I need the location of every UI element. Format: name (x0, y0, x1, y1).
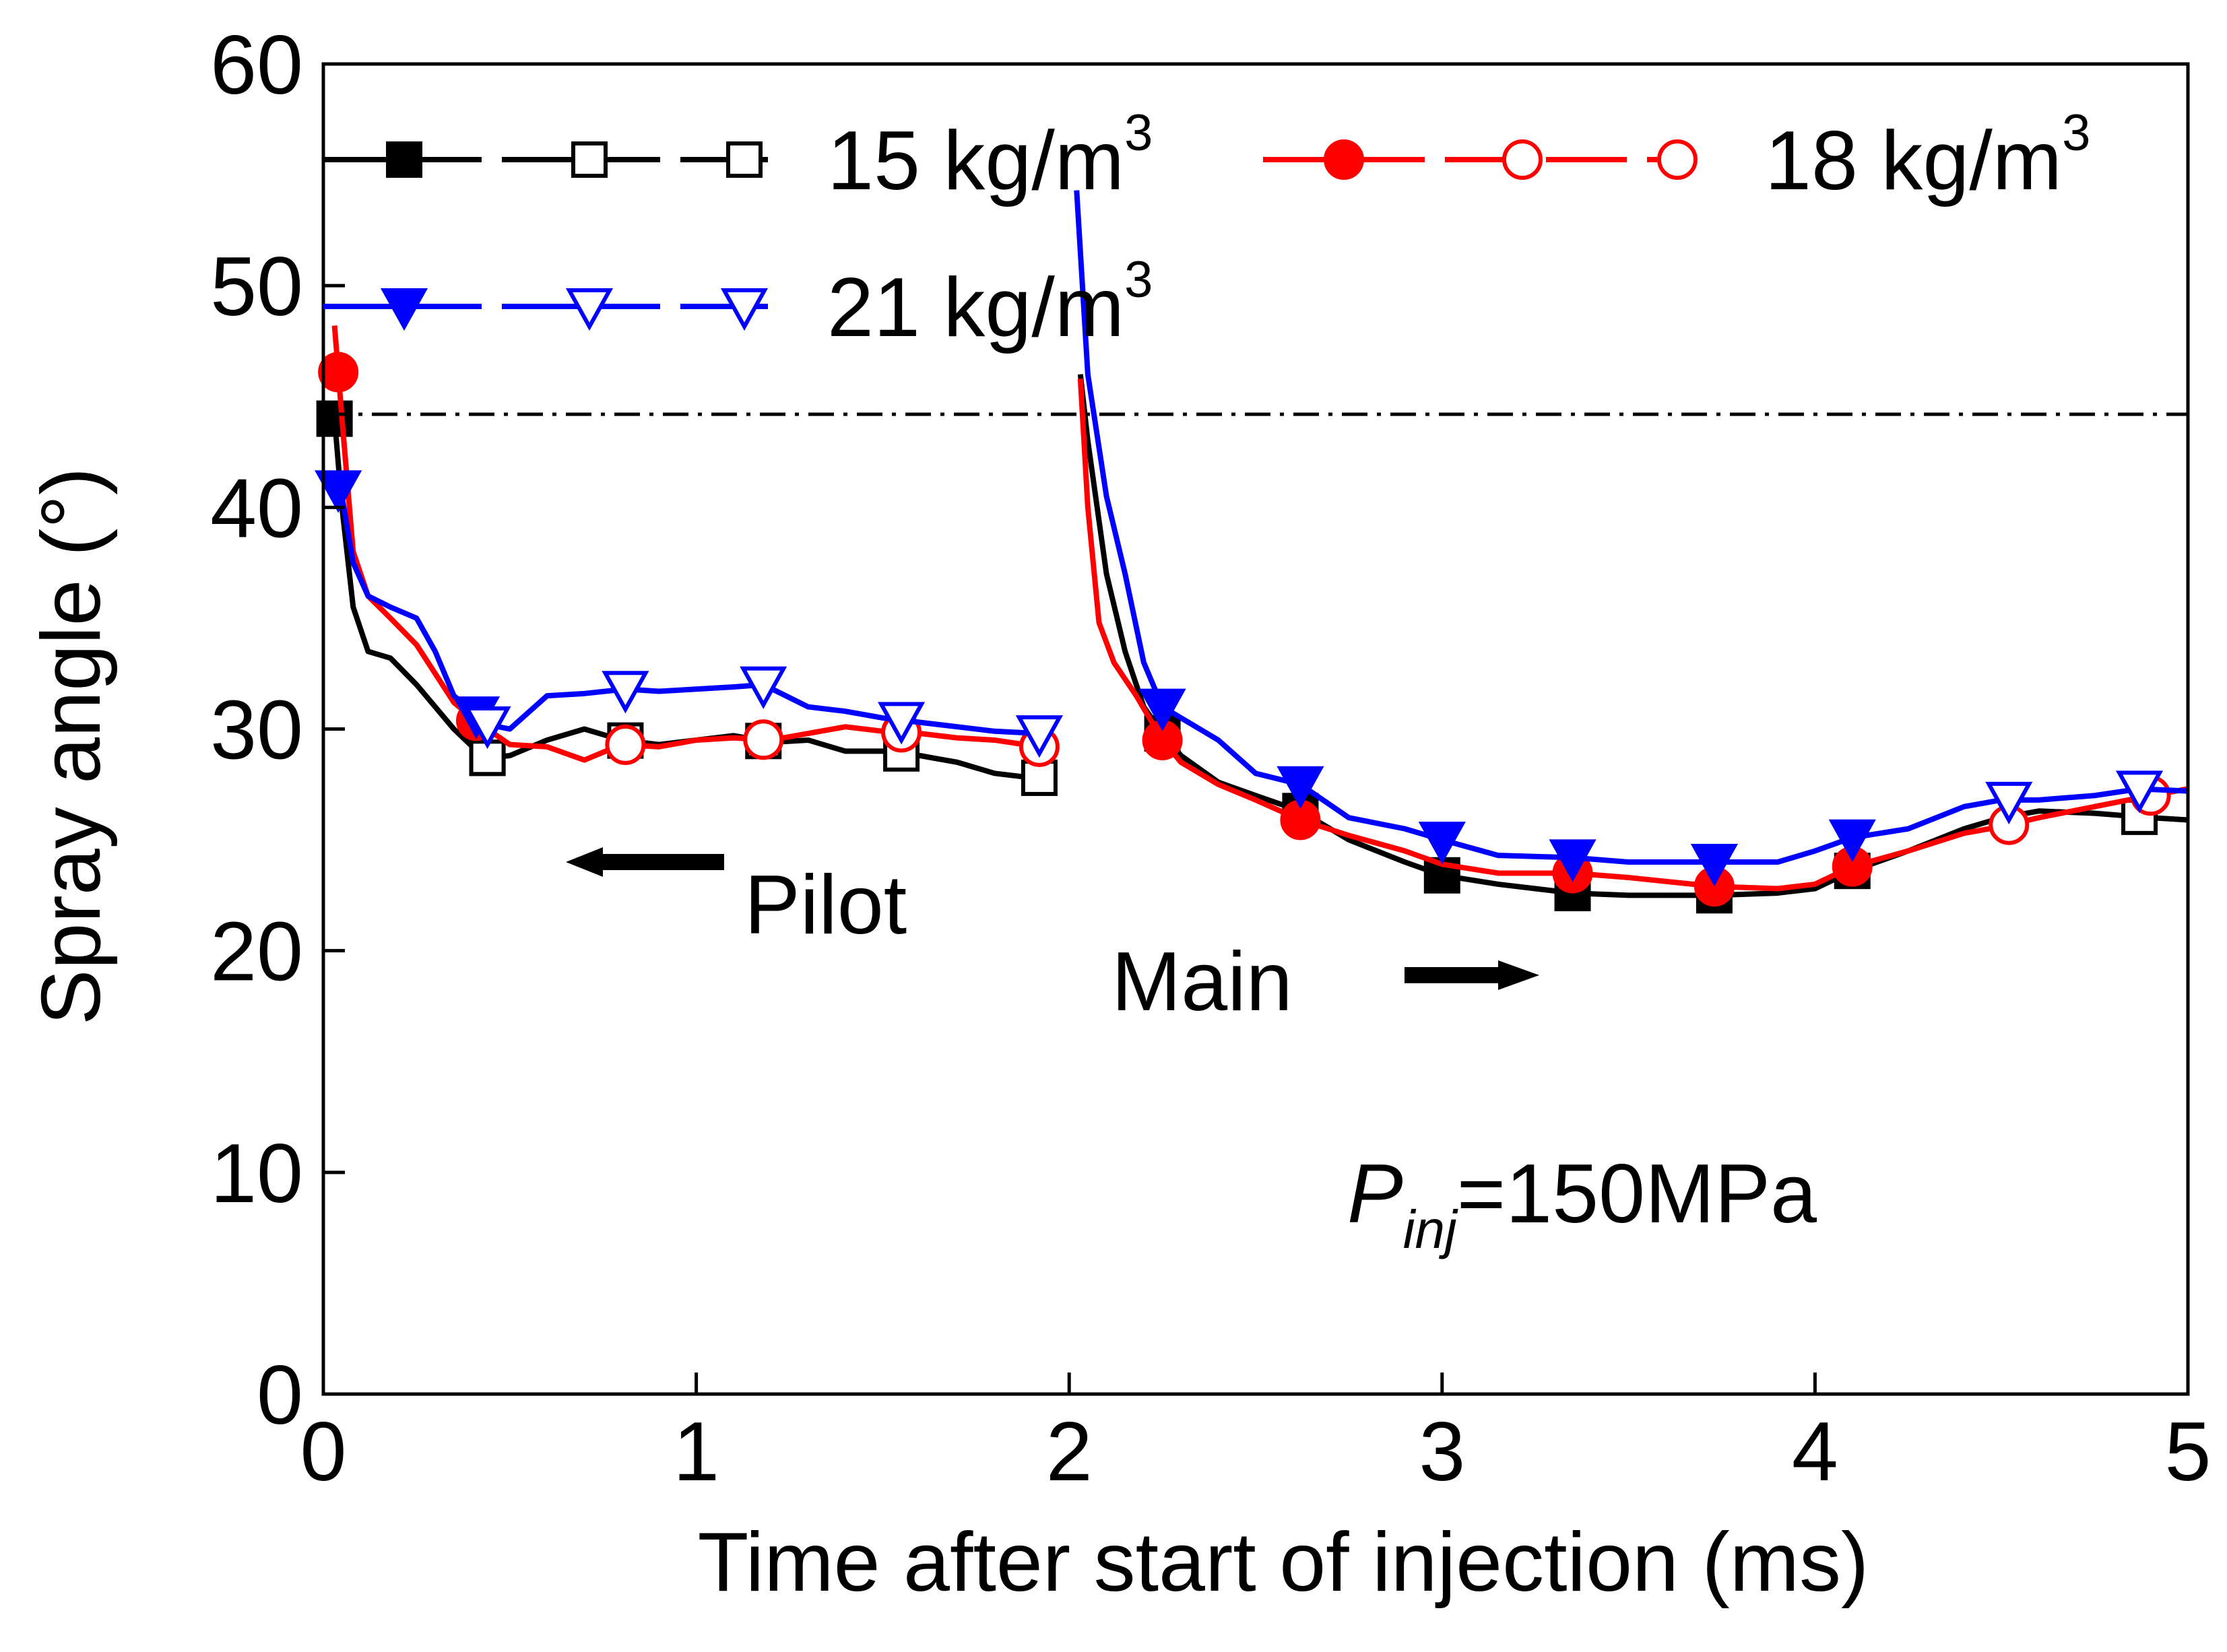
legend-label: 15 kg/m3 (827, 104, 1153, 207)
data-point-open (2115, 770, 2164, 814)
pilot-arrow-head (566, 847, 603, 877)
data-point-open (1985, 781, 2033, 825)
legend-label: 18 kg/m3 (1765, 104, 2090, 207)
pressure-symbol: P (1347, 1148, 1403, 1241)
legend-marker-open (565, 288, 614, 331)
legend-label: 21 kg/m3 (827, 251, 1153, 354)
data-point-open (605, 724, 646, 765)
y-tick-label: 20 (210, 906, 303, 999)
series-line-pilot (331, 418, 1033, 781)
x-tick-label: 5 (2165, 1406, 2212, 1498)
data-point-filled (1418, 822, 1466, 865)
series-line-main (1077, 378, 2189, 892)
legend-marker-open (571, 141, 608, 178)
y-tick-label: 60 (210, 19, 303, 112)
legend-marker-symbol (720, 288, 769, 331)
series-line-pilot (331, 325, 1040, 763)
legend-label-text: 18 kg/m (1765, 114, 2062, 207)
series-line-pilot (332, 480, 1040, 737)
data-point-open (1021, 759, 1058, 796)
data-point-open (1015, 715, 1064, 758)
legend-label-text: 21 kg/m (827, 261, 1124, 354)
legend-marker-open (1502, 139, 1543, 180)
x-axis-label: Time after start of injection (ms) (698, 1516, 1869, 1609)
legend-marker-filled (386, 141, 422, 178)
legend-label-superscript: 3 (1124, 104, 1153, 162)
legend-marker-symbol (1657, 139, 1698, 180)
legend-label-superscript: 3 (2062, 104, 2090, 162)
series-2 (315, 190, 2189, 887)
annotations: Pilot Main Pinj=150MPa (566, 847, 1817, 1259)
data-point-filled (318, 352, 359, 393)
series-layer (315, 190, 2189, 914)
y-tick-label: 0 (257, 1349, 303, 1442)
main-label: Main (1111, 935, 1293, 1028)
data-point-filled (1828, 819, 1876, 862)
data-point-filled (1277, 766, 1324, 809)
data-point-open (463, 706, 511, 750)
data-point-open (740, 666, 787, 709)
legend-marker-filled (380, 288, 428, 331)
legend-label-superscript: 3 (1124, 251, 1153, 308)
y-tick-label: 10 (210, 1127, 303, 1220)
x-tick-label: 3 (1419, 1406, 1465, 1498)
data-point-open (743, 719, 784, 760)
legend-marker-filled (1324, 139, 1364, 180)
legend-label-text: 15 kg/m (827, 114, 1124, 207)
data-point-filled (315, 470, 362, 513)
legend-entry-1: 18 kg/m3 (1263, 104, 2090, 207)
series-line-main (1074, 190, 2189, 865)
pressure-label: Pinj=150MPa (1347, 1148, 1817, 1259)
plot-frame (321, 62, 2190, 1396)
x-tick-label: 2 (1046, 1406, 1093, 1498)
x-tick-label: 4 (1792, 1406, 1838, 1498)
y-axis-label: Spray angle (°) (25, 467, 118, 1025)
series-1 (318, 325, 2189, 907)
data-point-filled (1690, 844, 1739, 887)
data-point-open (877, 702, 926, 745)
data-point-open (602, 671, 649, 714)
data-point-filled (1549, 839, 1596, 882)
legend-entry-0: 15 kg/m3 (323, 104, 1153, 207)
main-arrow-head (1498, 960, 1539, 990)
x-tick-label: 0 (300, 1406, 347, 1498)
y-tick-label: 50 (210, 240, 303, 333)
y-tick-label: 40 (210, 462, 303, 555)
x-tick-label: 1 (673, 1406, 719, 1498)
pressure-value: =150MPa (1457, 1148, 1817, 1241)
pilot-label: Pilot (744, 859, 907, 952)
pressure-subscript: inj (1403, 1199, 1458, 1259)
data-point-filled (1138, 688, 1186, 731)
legend-marker-symbol (726, 141, 763, 178)
y-tick-label: 30 (210, 684, 303, 777)
legend-entry-2: 21 kg/m3 (323, 251, 1153, 354)
